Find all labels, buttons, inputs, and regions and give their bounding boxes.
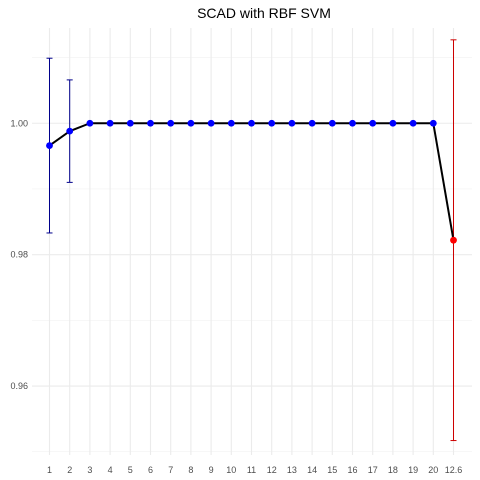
x-tick-label: 7 bbox=[168, 465, 173, 475]
grid bbox=[32, 28, 472, 455]
data-point bbox=[227, 119, 235, 127]
data-point bbox=[429, 119, 437, 127]
y-tick-label: 0.96 bbox=[10, 381, 28, 391]
x-tick-label: 14 bbox=[307, 465, 317, 475]
x-tick-label: 13 bbox=[287, 465, 297, 475]
data-points bbox=[46, 119, 457, 244]
data-point bbox=[147, 119, 154, 127]
x-tick-label: 18 bbox=[388, 465, 398, 475]
x-tick-label: 10 bbox=[226, 465, 236, 475]
x-tick-label: 12 bbox=[267, 465, 277, 475]
data-point bbox=[268, 119, 276, 127]
x-tick-label: 19 bbox=[408, 465, 418, 475]
x-tick-label: 8 bbox=[188, 465, 193, 475]
y-tick-label: 0.98 bbox=[10, 250, 28, 260]
data-point bbox=[126, 119, 134, 127]
chart-title: SCAD with RBF SVM bbox=[197, 5, 331, 21]
data-point bbox=[349, 119, 356, 127]
x-tick-label: 3 bbox=[87, 465, 92, 475]
data-point bbox=[450, 236, 457, 244]
data-point bbox=[46, 142, 53, 149]
y-axis-ticks: 0.96 0.98 1.00 bbox=[10, 118, 28, 391]
x-tick-label: 1 bbox=[47, 465, 52, 475]
x-tick-label: 16 bbox=[347, 465, 357, 475]
x-tick-label: 15 bbox=[327, 465, 337, 475]
data-point bbox=[86, 119, 94, 127]
data-point bbox=[308, 119, 316, 127]
x-tick-label: 11 bbox=[247, 465, 256, 475]
x-tick-label: 2 bbox=[67, 465, 72, 475]
x-tick-label: 6 bbox=[148, 465, 153, 475]
x-axis-ticks: 1 2 3 4 5 6 7 8 9 10 11 12 13 14 15 16 17 18 19 20 12.6 bbox=[47, 465, 462, 475]
data-point bbox=[369, 119, 377, 127]
data-point bbox=[248, 119, 255, 127]
data-point bbox=[389, 119, 397, 127]
data-point bbox=[288, 119, 296, 127]
data-point bbox=[167, 119, 175, 127]
data-point bbox=[106, 119, 114, 127]
x-tick-label: 17 bbox=[368, 465, 378, 475]
x-tick-label: 4 bbox=[108, 465, 113, 475]
data-point bbox=[409, 119, 417, 127]
y-tick-label: 1.00 bbox=[10, 118, 28, 128]
data-point bbox=[66, 127, 74, 135]
data-point bbox=[187, 119, 195, 127]
data-point bbox=[207, 119, 215, 127]
x-tick-label: 12.6 bbox=[445, 465, 463, 475]
x-tick-label: 20 bbox=[428, 465, 438, 475]
x-tick-label: 9 bbox=[209, 465, 214, 475]
data-point bbox=[328, 119, 336, 127]
x-tick-label: 5 bbox=[128, 465, 133, 475]
